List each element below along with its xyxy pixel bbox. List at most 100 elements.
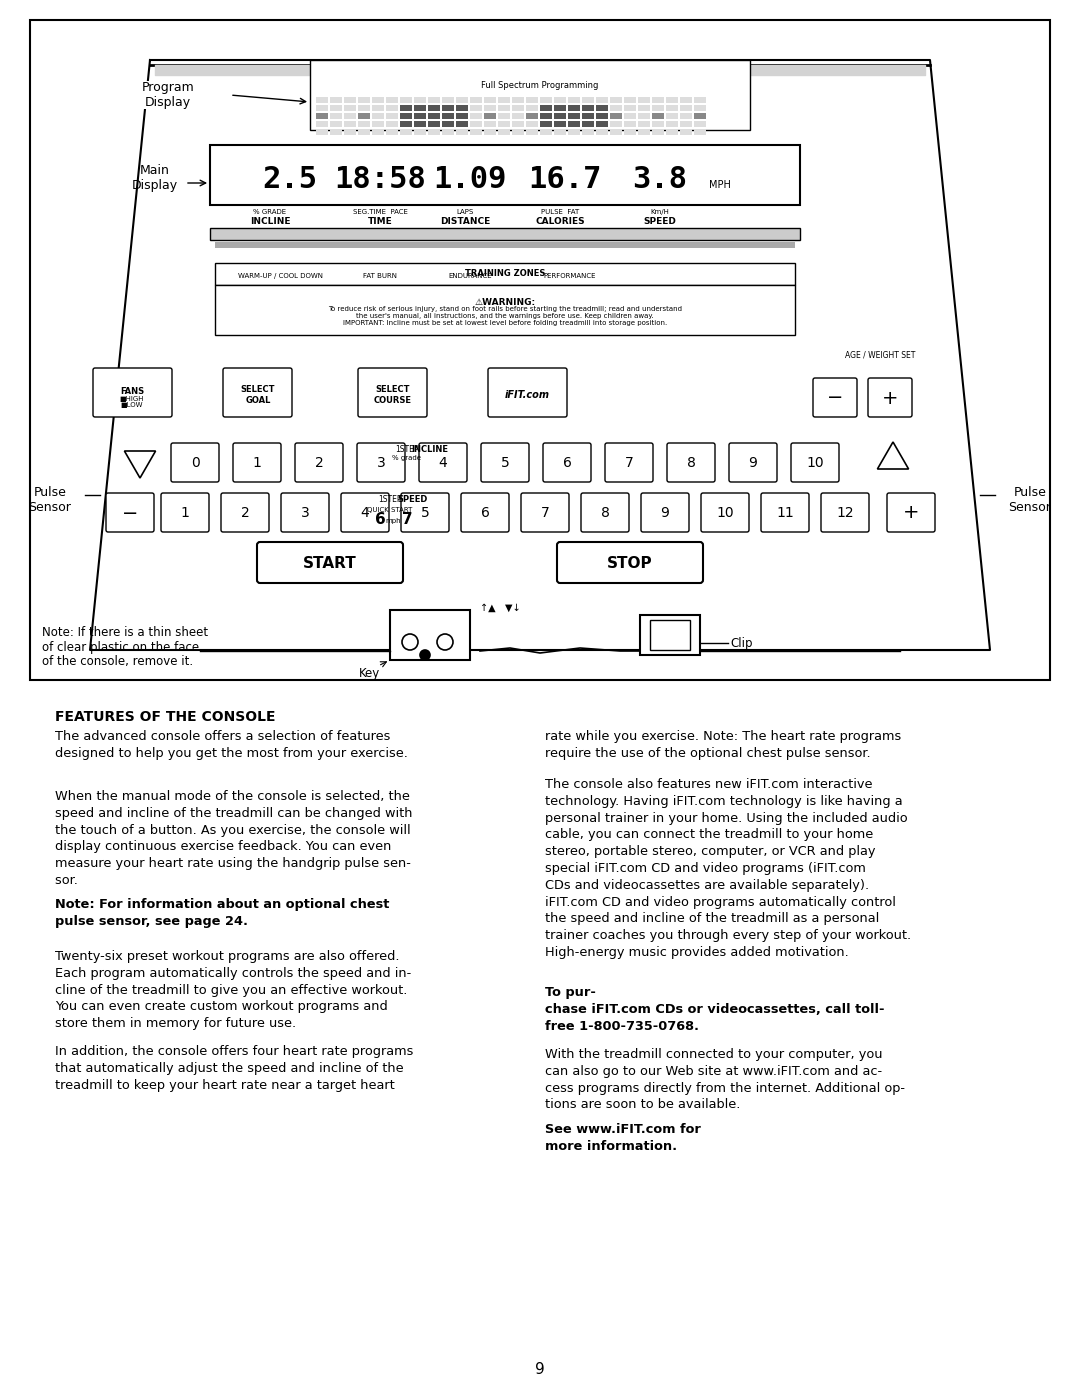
Text: 16.7: 16.7: [528, 165, 602, 194]
Bar: [624, 96, 636, 103]
Bar: [638, 113, 650, 119]
FancyBboxPatch shape: [521, 493, 569, 532]
Bar: [526, 122, 538, 127]
Text: 9: 9: [661, 506, 670, 520]
FancyBboxPatch shape: [171, 443, 219, 482]
Bar: [540, 105, 552, 110]
Bar: [638, 96, 650, 103]
Bar: [638, 105, 650, 110]
Bar: [554, 113, 566, 119]
Bar: [596, 129, 608, 136]
Bar: [372, 96, 384, 103]
Bar: [666, 113, 678, 119]
Bar: [386, 105, 399, 110]
FancyBboxPatch shape: [222, 367, 292, 416]
Bar: [640, 615, 700, 655]
Bar: [400, 129, 411, 136]
Bar: [345, 105, 356, 110]
Bar: [554, 122, 566, 127]
Bar: [428, 122, 440, 127]
Bar: [666, 105, 678, 110]
Bar: [330, 105, 342, 110]
FancyBboxPatch shape: [106, 493, 154, 532]
Bar: [652, 113, 664, 119]
Bar: [372, 113, 384, 119]
Text: Clip: Clip: [730, 637, 753, 650]
Text: ↑▲   ▼↓: ↑▲ ▼↓: [480, 604, 521, 613]
Bar: [568, 122, 580, 127]
Bar: [345, 113, 356, 119]
Bar: [414, 122, 426, 127]
FancyBboxPatch shape: [357, 367, 427, 416]
Bar: [372, 105, 384, 110]
Text: 4: 4: [361, 506, 369, 520]
Text: 3: 3: [300, 506, 309, 520]
Text: 0: 0: [191, 455, 200, 469]
Bar: [215, 285, 795, 335]
Bar: [680, 129, 692, 136]
Text: % grade: % grade: [392, 455, 421, 461]
Bar: [610, 129, 622, 136]
Bar: [596, 105, 608, 110]
Bar: [30, 20, 1050, 680]
Bar: [526, 113, 538, 119]
Bar: [568, 129, 580, 136]
Bar: [357, 96, 370, 103]
FancyBboxPatch shape: [701, 493, 750, 532]
Text: PERFORMANCE: PERFORMANCE: [543, 272, 596, 279]
Bar: [400, 105, 411, 110]
Text: 1STEP: 1STEP: [378, 496, 402, 504]
Bar: [554, 96, 566, 103]
Bar: [540, 129, 552, 136]
Text: 10: 10: [806, 455, 824, 469]
Bar: [498, 129, 510, 136]
Circle shape: [402, 634, 418, 650]
Text: Full Spectrum Programming: Full Spectrum Programming: [482, 81, 598, 89]
Bar: [512, 105, 524, 110]
FancyBboxPatch shape: [93, 367, 172, 416]
Bar: [638, 129, 650, 136]
Text: FEATURES OF THE CONSOLE: FEATURES OF THE CONSOLE: [55, 710, 275, 724]
Bar: [390, 610, 470, 659]
Bar: [624, 122, 636, 127]
Text: 3: 3: [377, 455, 386, 469]
Bar: [414, 129, 426, 136]
Bar: [316, 129, 328, 136]
Bar: [582, 129, 594, 136]
Bar: [414, 96, 426, 103]
Bar: [498, 105, 510, 110]
Bar: [568, 113, 580, 119]
Bar: [666, 129, 678, 136]
Text: 8: 8: [600, 506, 609, 520]
Text: PULSE  FAT: PULSE FAT: [541, 210, 579, 215]
FancyBboxPatch shape: [868, 379, 912, 416]
Bar: [596, 96, 608, 103]
Bar: [316, 113, 328, 119]
Bar: [316, 122, 328, 127]
Bar: [540, 113, 552, 119]
Bar: [330, 129, 342, 136]
FancyBboxPatch shape: [419, 443, 467, 482]
Bar: [624, 113, 636, 119]
Bar: [694, 113, 706, 119]
Text: SEG.TIME  PACE: SEG.TIME PACE: [352, 210, 407, 215]
FancyBboxPatch shape: [543, 443, 591, 482]
Bar: [610, 105, 622, 110]
Bar: [680, 96, 692, 103]
Text: +: +: [903, 503, 919, 522]
Bar: [400, 113, 411, 119]
Text: 9: 9: [748, 455, 757, 469]
Bar: [357, 113, 370, 119]
FancyBboxPatch shape: [357, 443, 405, 482]
Text: 7: 7: [541, 506, 550, 520]
Bar: [310, 60, 750, 130]
Text: To reduce risk of serious injury, stand on foot rails before starting the treadm: To reduce risk of serious injury, stand …: [328, 306, 681, 326]
FancyBboxPatch shape: [461, 493, 509, 532]
Bar: [414, 113, 426, 119]
Bar: [498, 96, 510, 103]
Bar: [512, 113, 524, 119]
Bar: [484, 96, 496, 103]
Bar: [414, 105, 426, 110]
Bar: [624, 129, 636, 136]
Circle shape: [420, 650, 430, 659]
